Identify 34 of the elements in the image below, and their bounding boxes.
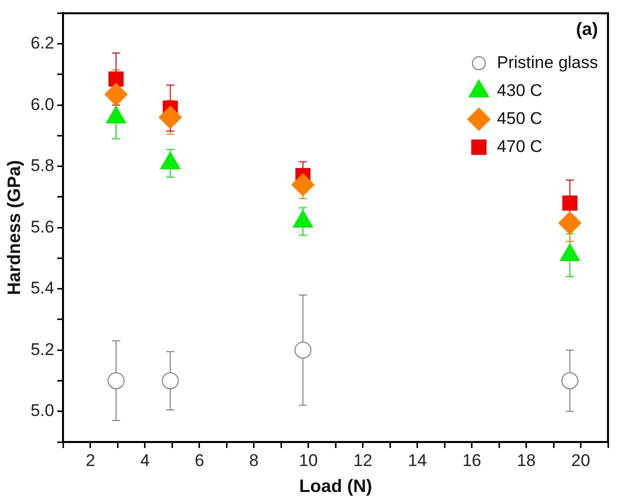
y-tick-label: 5.8 (30, 156, 54, 176)
annotation: (a) (576, 19, 598, 40)
y-tick-label: 5.6 (30, 217, 54, 236)
point (108, 71, 124, 87)
legend-label: 470 C (496, 136, 542, 156)
x-tick-label: 12 (353, 450, 372, 470)
point (558, 212, 582, 235)
y-tick-label: 5.2 (30, 340, 54, 359)
point (104, 82, 128, 106)
x-tick-label: 2 (86, 450, 96, 470)
x-tick-label: 20 (571, 450, 590, 470)
point (294, 342, 312, 359)
point (162, 372, 179, 390)
x-tick-label: 14 (408, 450, 427, 470)
point (108, 372, 125, 390)
legend-label: 450 C (496, 108, 542, 128)
y-tick-label: 5.4 (30, 278, 54, 298)
y-tick-label: 6.2 (30, 34, 54, 53)
point (291, 173, 314, 196)
text: 6.0 (30, 94, 54, 114)
x-tick-label: 6 (194, 450, 204, 470)
point (562, 196, 578, 211)
x-tick-label: 8 (249, 450, 259, 470)
text: 5.0 (30, 401, 54, 420)
x-tick-label: 18 (516, 450, 536, 470)
legend-label: Pristine glass (496, 52, 598, 72)
x-axis-title: Load (N) (299, 476, 372, 496)
x-tick-label: 10 (298, 450, 318, 470)
x-tick-label: 4 (140, 450, 150, 470)
legend-label: 430 C (496, 80, 542, 100)
point (561, 372, 578, 390)
point (158, 106, 182, 129)
y-axis-title: Hardness (GPa) (4, 160, 24, 296)
x-tick-label: 16 (462, 450, 482, 470)
